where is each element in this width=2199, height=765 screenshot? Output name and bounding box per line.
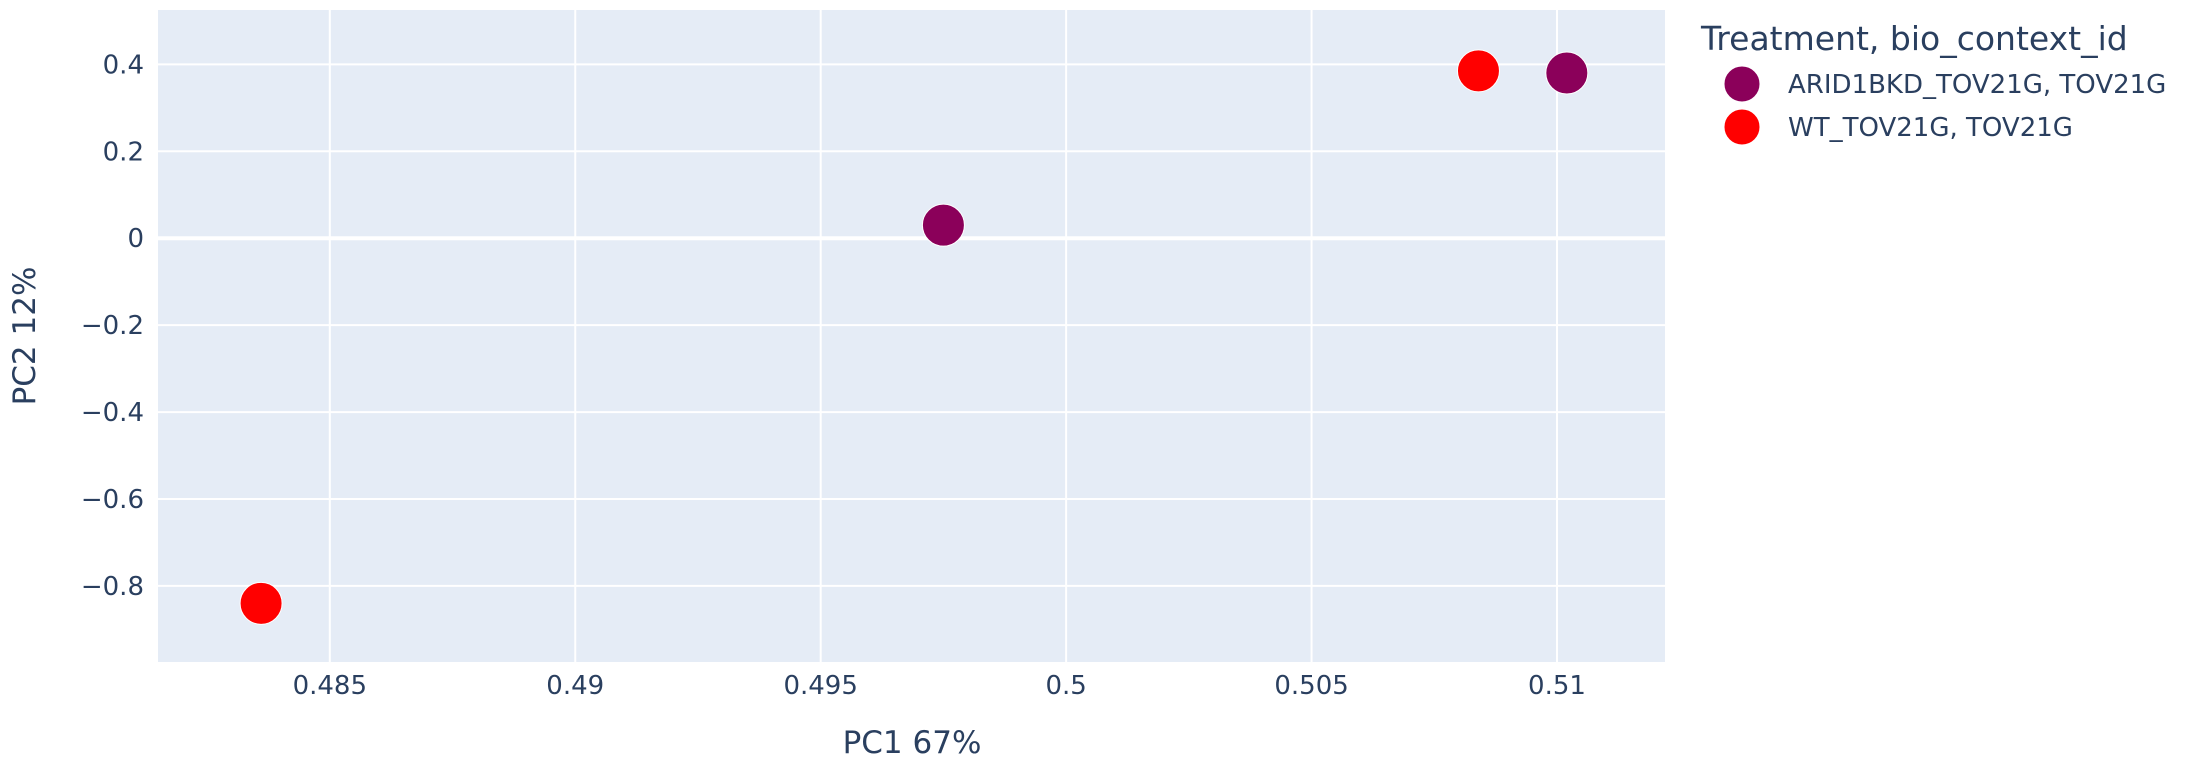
y-tick-label: −0.8	[81, 572, 144, 602]
legend-item-label: WT_TOV21G, TOV21G	[1788, 113, 2073, 143]
legend-marker	[1723, 108, 1761, 146]
y-tick-label: 0	[127, 224, 144, 254]
x-tick-label: 0.5	[1045, 671, 1086, 701]
data-point	[239, 581, 283, 625]
legend-item-label: ARID1BKD_TOV21G, TOV21G	[1788, 70, 2166, 100]
x-tick-label: 0.495	[783, 671, 857, 701]
legend-items: ARID1BKD_TOV21G, TOV21G WT_TOV21G, TOV21G	[1723, 65, 2166, 146]
y-tick-label: −0.4	[81, 398, 144, 428]
y-tick-label: 0.4	[103, 50, 144, 80]
y-tick-label: −0.6	[81, 485, 144, 515]
y-axis-title: PC2 12%	[7, 267, 43, 406]
x-tick-label: 0.485	[293, 671, 367, 701]
x-tick-label: 0.49	[546, 671, 604, 701]
y-tick-label: 0.2	[103, 137, 144, 167]
y-axis-ticks: 0.4 0.2 0 −0.2 −0.4 −0.6 −0.8	[81, 50, 144, 602]
data-point	[921, 203, 965, 247]
y-tick-label: −0.2	[81, 311, 144, 341]
legend: Treatment, bio_context_id ARID1BKD_TOV21…	[1700, 19, 2166, 146]
x-axis-title: PC1 67%	[843, 725, 982, 761]
x-axis-ticks: 0.485 0.49 0.495 0.5 0.505 0.51	[293, 671, 1586, 701]
legend-marker	[1723, 65, 1761, 103]
x-tick-label: 0.505	[1274, 671, 1348, 701]
grid-lines	[158, 10, 1665, 662]
data-point	[1545, 51, 1589, 95]
legend-title: Treatment, bio_context_id	[1700, 19, 2128, 58]
data-points	[239, 49, 1589, 625]
plot-area	[158, 10, 1665, 662]
data-point	[1456, 49, 1500, 93]
x-tick-label: 0.51	[1528, 671, 1586, 701]
